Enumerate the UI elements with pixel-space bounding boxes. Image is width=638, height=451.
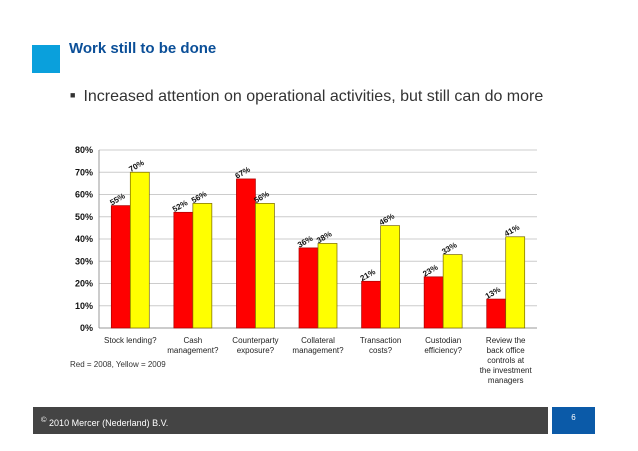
data-label: 33% bbox=[440, 241, 458, 257]
footer-bar: © 2010 Mercer (Nederland) B.V. bbox=[33, 407, 548, 434]
y-tick-label: 50% bbox=[75, 212, 93, 222]
data-label: 38% bbox=[315, 229, 333, 245]
x-tick-label: Counterparty exposure? bbox=[232, 336, 278, 355]
copyright-symbol: © bbox=[41, 415, 47, 424]
y-tick-label: 10% bbox=[75, 301, 93, 311]
bar-2008 bbox=[423, 276, 444, 329]
data-label: 13% bbox=[484, 285, 502, 301]
page-title: Work still to be done bbox=[69, 40, 217, 57]
y-tick-label: 20% bbox=[75, 279, 93, 289]
data-label: 67% bbox=[233, 165, 251, 181]
data-label: 23% bbox=[421, 263, 439, 279]
bar-2009 bbox=[129, 171, 150, 329]
y-tick-label: 30% bbox=[75, 256, 93, 266]
title-square-decoration bbox=[32, 45, 60, 73]
y-tick-label: 60% bbox=[75, 190, 93, 200]
bar-2008 bbox=[110, 205, 131, 329]
bar-2009 bbox=[192, 203, 213, 329]
page-number: 6 bbox=[552, 407, 595, 434]
x-tick-label: Transaction costs? bbox=[360, 336, 402, 355]
footer-text: 2010 Mercer (Nederland) B.V. bbox=[49, 418, 169, 428]
data-label: 52% bbox=[171, 198, 189, 214]
bullet-point: ■ Increased attention on operational acti… bbox=[70, 88, 544, 105]
y-tick-label: 80% bbox=[75, 145, 93, 155]
legend-note: Red = 2008, Yellow = 2009 bbox=[70, 360, 166, 369]
y-tick-label: 0% bbox=[80, 323, 93, 333]
bar-2008 bbox=[298, 247, 319, 329]
bar-2008 bbox=[486, 298, 507, 329]
data-label: 46% bbox=[378, 212, 396, 228]
x-tick-label: Review the back office controls at the inve… bbox=[480, 336, 533, 385]
x-tick-label: Stock lending? bbox=[104, 336, 157, 345]
bar-2009 bbox=[442, 254, 463, 329]
data-label: 55% bbox=[108, 192, 126, 208]
bar-2009 bbox=[505, 236, 526, 329]
x-tick-label: Cash management? bbox=[167, 336, 219, 355]
data-label: 36% bbox=[296, 234, 314, 250]
y-tick-label: 40% bbox=[75, 234, 93, 244]
data-label: 70% bbox=[127, 158, 145, 174]
bar-2009 bbox=[317, 243, 338, 329]
y-tick-label: 70% bbox=[75, 167, 93, 177]
x-tick-label: Collateral management? bbox=[292, 336, 344, 355]
bar-2008 bbox=[361, 280, 381, 329]
bullet-icon: ■ bbox=[70, 90, 76, 100]
bar-2009 bbox=[380, 225, 400, 329]
x-tick-label: Custodian efficiency? bbox=[424, 336, 462, 355]
bar-2008 bbox=[173, 211, 194, 329]
data-label: 21% bbox=[359, 267, 377, 283]
bar-2009 bbox=[255, 203, 275, 329]
data-label: 41% bbox=[503, 223, 521, 239]
data-label: 56% bbox=[190, 189, 208, 205]
bar-2008 bbox=[236, 178, 256, 329]
